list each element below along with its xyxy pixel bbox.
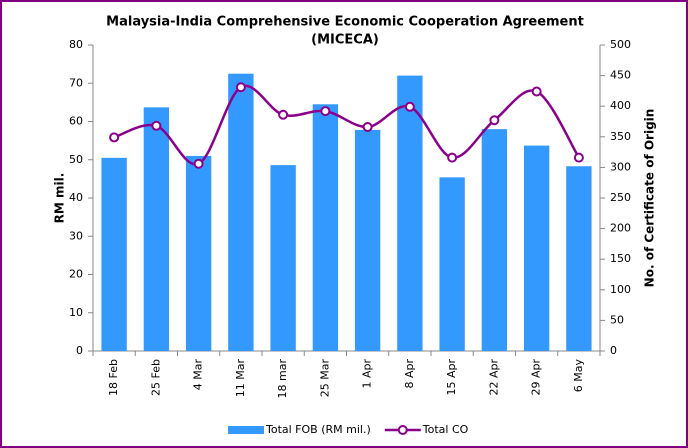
bar: [228, 73, 254, 351]
legend-label: Total FOB (RM mil.): [265, 423, 371, 436]
x-tick-label: 25 Mar: [318, 359, 331, 398]
y-axis-title: RM mil.: [53, 173, 67, 224]
line-marker: [278, 109, 289, 120]
line-marker: [151, 120, 162, 131]
x-tick-label: 4 Mar: [192, 359, 205, 391]
line-marker: [404, 101, 415, 112]
bar: [270, 165, 296, 351]
bar: [439, 177, 465, 351]
bar: [143, 107, 170, 351]
y-tick-label: 40: [69, 191, 83, 204]
x-tick-label: 22 Apr: [487, 359, 500, 396]
legend-label: Total CO: [422, 423, 469, 436]
chart-title: (MICECA): [311, 33, 379, 48]
y2-tick-label: 200: [610, 222, 631, 235]
y-tick-label: 30: [69, 229, 83, 242]
y-tick-label: 70: [69, 76, 83, 89]
legend-swatch: [397, 425, 408, 435]
y2-tick-label: 150: [610, 252, 631, 265]
line-marker: [573, 152, 584, 163]
y-tick-label: 0: [76, 344, 83, 357]
bar: [101, 157, 127, 351]
y2-tick-label: 400: [610, 99, 631, 112]
y2-tick-label: 300: [610, 160, 631, 173]
line-marker: [489, 115, 500, 126]
bar: [566, 166, 592, 351]
x-tick-label: 15 Apr: [445, 359, 458, 396]
x-tick-label: 29 Apr: [530, 359, 543, 396]
y-tick-label: 50: [69, 153, 83, 166]
x-tick-label: 6 May: [572, 359, 585, 393]
line-marker: [362, 122, 373, 133]
bar: [523, 145, 550, 351]
line-marker: [447, 152, 458, 163]
bar: [397, 75, 423, 351]
y2-tick-label: 250: [610, 191, 631, 204]
line-marker: [320, 106, 331, 117]
line-marker: [235, 82, 246, 93]
bar: [481, 129, 508, 351]
y-tick-label: 10: [69, 306, 83, 319]
y2-tick-label: 450: [610, 69, 631, 82]
y2-tick-label: 0: [610, 344, 617, 357]
line-marker: [109, 132, 120, 143]
y2-tick-label: 100: [610, 283, 631, 296]
chart-title: Malaysia-India Comprehensive Economic Co…: [106, 15, 584, 30]
x-tick-label: 18 mar: [276, 359, 289, 399]
x-tick-label: 8 Apr: [403, 359, 416, 389]
bar: [354, 129, 381, 351]
y-tick-label: 20: [69, 268, 83, 281]
x-tick-label: 11 Mar: [234, 359, 247, 398]
x-tick-label: 18 Feb: [107, 359, 120, 396]
bar: [185, 155, 212, 351]
legend-swatch: [228, 426, 264, 434]
line-marker: [531, 86, 542, 97]
line-marker: [193, 158, 204, 169]
y-tick-label: 60: [69, 115, 83, 128]
y-tick-label: 80: [69, 38, 83, 51]
y2-axis-title: No. of Certificate of Origin: [643, 109, 657, 288]
y2-tick-label: 500: [610, 38, 631, 51]
bar: [312, 104, 339, 351]
x-tick-label: 25 Feb: [149, 359, 162, 396]
y2-tick-label: 350: [610, 130, 631, 143]
y2-tick-label: 50: [610, 313, 624, 326]
x-tick-label: 1 Apr: [361, 359, 374, 389]
